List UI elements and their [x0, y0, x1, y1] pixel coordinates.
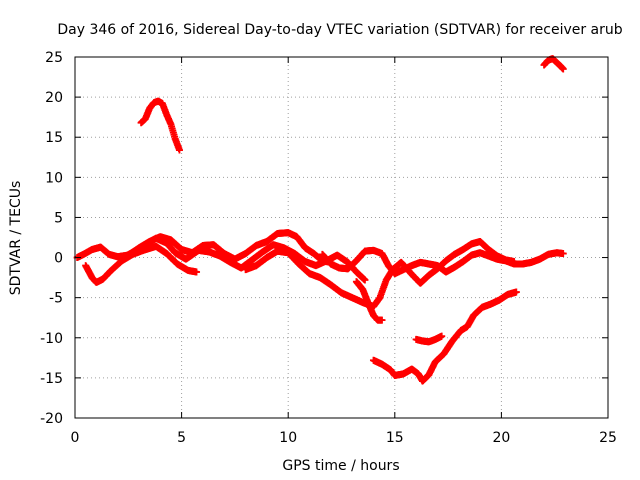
y-tick-label: 25 [45, 50, 63, 66]
data-point [512, 288, 520, 296]
y-tick-label: 10 [45, 170, 63, 186]
chart-title: Day 346 of 2016, Sidereal Day-to-day VTE… [57, 22, 622, 38]
series-track-j [540, 55, 567, 73]
x-tick-label: 5 [177, 430, 186, 446]
series-track-e [318, 246, 567, 278]
data-point [438, 332, 446, 340]
data-point [559, 250, 567, 258]
x-tick-label: 15 [386, 430, 404, 446]
series-track-i [137, 97, 183, 154]
series-track-h [412, 332, 446, 346]
series-track-f [352, 278, 386, 324]
series-track-d [242, 238, 518, 310]
plot-frame [74, 56, 609, 419]
data-points [73, 55, 567, 385]
x-tick-label: 25 [599, 430, 617, 446]
x-tick-label: 0 [71, 430, 80, 446]
series-track-c [122, 234, 369, 284]
y-tick-label: -15 [40, 371, 63, 387]
y-tick-label: 5 [54, 210, 63, 226]
y-tick-label: 0 [54, 251, 63, 267]
y-tick-label: -10 [40, 331, 63, 347]
y-tick-label: -20 [40, 411, 63, 427]
series-track-g [369, 288, 520, 385]
data-point [193, 268, 201, 276]
y-tick-label: 15 [45, 130, 63, 146]
grid [75, 57, 608, 418]
data-point [559, 65, 567, 73]
y-axis-label: SDTVAR / TECUs [8, 181, 24, 296]
x-tick-label: 10 [279, 430, 297, 446]
x-tick-label: 20 [492, 430, 510, 446]
y-tick-label: -5 [49, 291, 63, 307]
axis-ticks: 0 5 10 15 20 25 -20 -15 -10 -5 0 5 10 15 20 25 [40, 50, 617, 446]
data-point [361, 276, 369, 284]
y-tick-label: 20 [45, 90, 63, 106]
data-point [378, 316, 386, 324]
x-axis-label: GPS time / hours [282, 458, 399, 474]
data-point [175, 146, 183, 154]
